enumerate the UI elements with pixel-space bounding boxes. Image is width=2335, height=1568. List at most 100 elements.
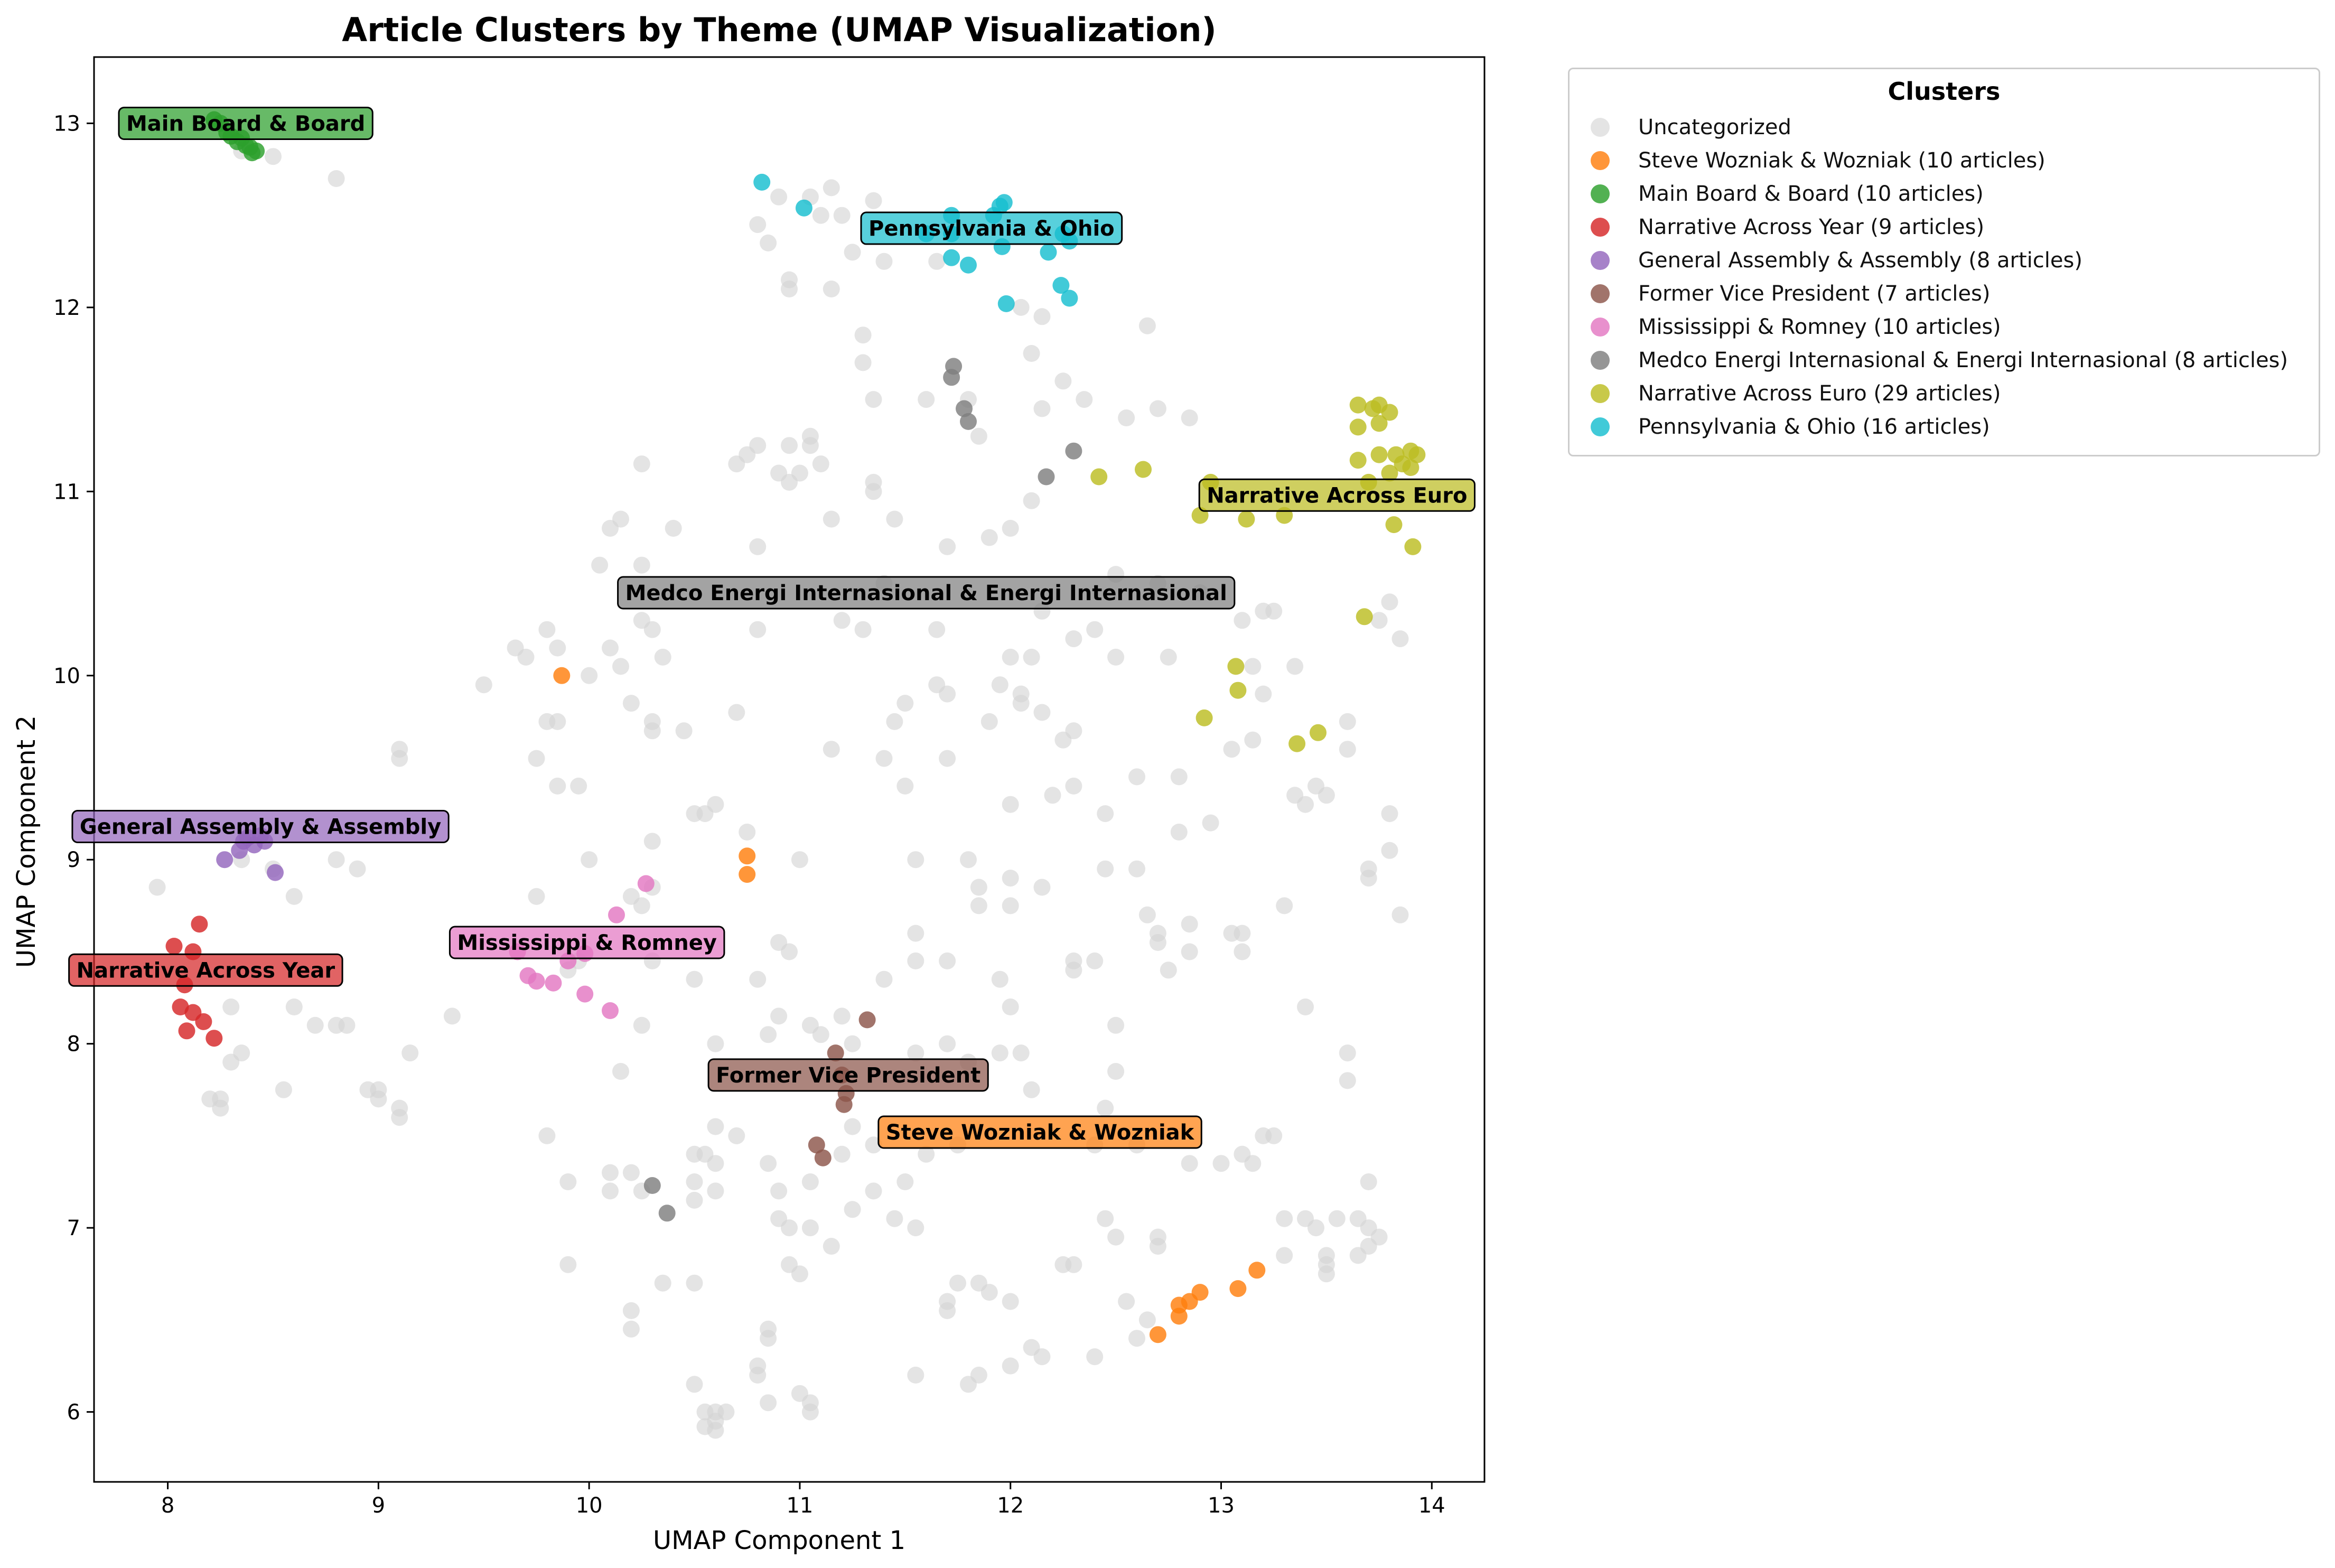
data-point	[1061, 290, 1078, 307]
data-point	[622, 1320, 640, 1338]
legend-marker	[1591, 250, 1610, 270]
data-point	[1107, 1016, 1125, 1034]
annotation-box	[449, 926, 725, 959]
data-point	[1381, 464, 1398, 482]
plot-frame	[93, 56, 1486, 1483]
annotation-box	[68, 953, 343, 987]
legend-entry: Former Vice President (7 articles)	[1570, 277, 2319, 310]
data-point	[206, 1030, 223, 1047]
data-point	[1328, 1210, 1346, 1227]
data-point	[654, 648, 671, 666]
data-point	[1370, 446, 1388, 463]
data-point	[1002, 520, 1019, 537]
data-point	[844, 1201, 861, 1218]
series-7	[643, 358, 1082, 1222]
data-point	[1128, 1330, 1145, 1347]
data-point	[538, 621, 556, 638]
data-point	[770, 1007, 788, 1025]
data-point	[833, 207, 851, 224]
data-point	[781, 437, 798, 454]
data-point	[781, 281, 798, 297]
data-point	[1090, 468, 1108, 486]
data-point	[886, 713, 903, 730]
data-point	[907, 851, 924, 869]
data-point	[538, 1127, 556, 1144]
y-tick-label: 11	[53, 480, 80, 504]
data-point	[833, 612, 851, 629]
data-point	[749, 216, 767, 234]
data-point	[1002, 648, 1019, 666]
data-point	[753, 173, 771, 191]
legend-entry: Steve Wozniak & Wozniak (10 articles)	[1570, 144, 2319, 177]
data-point	[928, 253, 946, 270]
data-point	[328, 851, 345, 869]
data-point	[970, 897, 987, 914]
data-point	[918, 391, 935, 408]
data-point	[865, 391, 882, 408]
legend-marker	[1591, 184, 1610, 203]
data-point	[165, 938, 183, 955]
annotation-box	[860, 211, 1123, 245]
annotations-layer: Main Board & Board Pennsylvania & Ohio Nar…	[68, 106, 1476, 1149]
data-point	[791, 1265, 808, 1283]
x-tick-label: 9	[372, 1494, 385, 1518]
series-6	[509, 875, 655, 1019]
data-point	[654, 1274, 671, 1292]
data-point	[686, 1173, 703, 1190]
data-point	[707, 1155, 724, 1172]
data-point	[1339, 1072, 1356, 1089]
data-point	[1097, 1099, 1114, 1117]
data-point	[875, 253, 893, 270]
data-point	[1223, 741, 1240, 758]
cluster-annotation: Former Vice President	[707, 1058, 989, 1092]
data-point	[1097, 860, 1114, 878]
data-point	[338, 1016, 356, 1034]
data-point	[1138, 317, 1156, 334]
data-point	[1054, 372, 1072, 390]
data-point	[844, 244, 861, 261]
data-point	[1381, 805, 1398, 823]
data-point	[637, 875, 655, 892]
annotation-label: Narrative Across Year	[77, 958, 335, 983]
data-point	[960, 256, 977, 274]
data-point	[907, 1366, 924, 1384]
data-point	[581, 851, 598, 869]
data-point	[1310, 724, 1327, 741]
data-point	[285, 998, 303, 1015]
data-point	[1276, 1210, 1293, 1227]
data-point	[739, 866, 756, 883]
data-point	[907, 925, 924, 942]
data-point	[1265, 602, 1283, 620]
data-point	[939, 1302, 956, 1319]
cluster-annotation: Medco Energi Internasional & Energi Inte…	[617, 576, 1236, 610]
data-point	[602, 1002, 619, 1019]
y-tick-label: 9	[67, 848, 80, 872]
data-point	[545, 974, 562, 992]
data-point	[760, 234, 777, 251]
data-point	[939, 952, 956, 969]
data-point	[633, 455, 650, 473]
data-point	[854, 354, 872, 371]
data-point	[1107, 1063, 1125, 1080]
data-point	[833, 1007, 851, 1025]
data-point	[517, 648, 535, 666]
data-point	[633, 556, 650, 574]
data-point	[854, 326, 872, 344]
data-point	[1033, 400, 1051, 417]
data-point	[970, 427, 987, 445]
y-tick-label: 6	[67, 1401, 80, 1425]
cluster-annotation: Pennsylvania & Ohio	[860, 211, 1123, 245]
data-point	[1255, 685, 1272, 703]
data-point	[306, 1016, 324, 1034]
data-point	[875, 970, 893, 988]
cluster-annotation: Narrative Across Year	[68, 953, 343, 987]
data-point	[1149, 1238, 1166, 1255]
data-point	[1097, 1210, 1114, 1227]
data-point	[949, 1274, 966, 1292]
data-point	[739, 847, 756, 865]
data-point	[1023, 345, 1040, 362]
legend-entry: Main Board & Board (10 articles)	[1570, 177, 2319, 210]
legend-marker	[1591, 117, 1610, 137]
data-point	[570, 777, 587, 795]
data-point	[602, 1164, 619, 1181]
